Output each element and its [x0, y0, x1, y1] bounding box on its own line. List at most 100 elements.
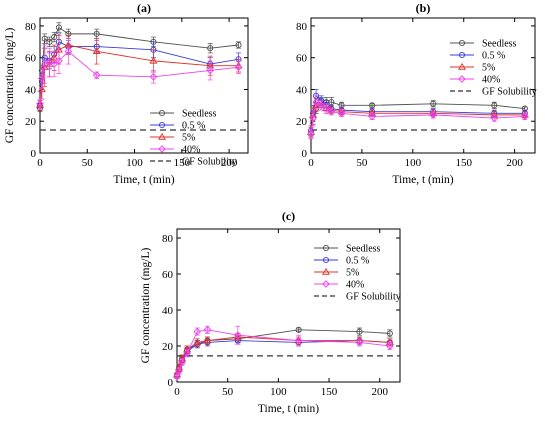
data-point [327, 107, 336, 116]
legend-label: GF Solubility [346, 292, 401, 303]
x-tick-label: 50 [356, 157, 368, 169]
x-tick-label: 50 [82, 157, 94, 169]
y-tick-label: 40 [296, 84, 308, 96]
data-point [356, 328, 363, 335]
series-line [39, 41, 239, 106]
legend-label: 40% [182, 145, 200, 156]
series-line [310, 104, 525, 133]
y-axis-title: GF concentration (mg/L) [140, 248, 152, 364]
data-point [36, 99, 44, 108]
data-point [235, 41, 242, 49]
data-point [491, 102, 498, 109]
data-point [51, 34, 58, 41]
data-point [55, 24, 62, 31]
data-point [41, 35, 48, 42]
legend-marker [322, 244, 330, 252]
y-tick-label: 20 [25, 116, 37, 128]
data-point [193, 338, 202, 346]
data-point [312, 98, 320, 107]
data-point [430, 100, 437, 107]
data-point [490, 114, 499, 122]
y-tick-label: 20 [162, 341, 174, 353]
legend-label: GF Solubility [482, 87, 537, 98]
legend-label: Seedless [182, 109, 217, 120]
x-tick-label: 50 [222, 386, 234, 398]
data-point [355, 338, 364, 347]
y-tick-label: 0 [168, 377, 174, 389]
series-line [176, 329, 390, 375]
legend-marker [158, 109, 166, 117]
legend-label: 0.5 % [346, 256, 369, 267]
legend-marker [158, 121, 166, 129]
series-line [39, 50, 239, 104]
data-point [386, 342, 394, 350]
data-point [206, 66, 215, 75]
y-tick-label: 60 [162, 269, 174, 281]
data-point [295, 326, 302, 333]
legend-marker [322, 256, 330, 264]
x-tick-label: 0 [174, 386, 180, 398]
data-point [175, 367, 183, 376]
data-point [50, 60, 59, 68]
plot-frame [39, 17, 249, 154]
legend-label: 0.5 % [482, 51, 505, 62]
x-tick-label: 150 [455, 157, 472, 169]
legend-label: 5% [346, 268, 359, 279]
legend-marker [158, 132, 166, 140]
x-tick-label: 100 [126, 157, 143, 169]
y-tick-label: 60 [25, 53, 37, 65]
series-3 [307, 95, 529, 140]
data-point [203, 336, 212, 344]
data-point [309, 114, 317, 122]
data-point [294, 336, 303, 345]
data-point [64, 47, 73, 56]
data-point [233, 331, 242, 340]
y-tick-label: 20 [296, 116, 308, 128]
y-tick-label: 60 [296, 53, 308, 65]
y-tick-label: 0 [302, 148, 308, 160]
chart-panel-3: (c) 0 50 100 150 200 0 20 40 60 80 Time, t (min) GF … [140, 209, 401, 415]
data-point [520, 112, 529, 121]
y-tick-label: 80 [296, 21, 308, 33]
data-point [429, 111, 438, 119]
y-tick-label: 80 [162, 233, 174, 245]
series-line [176, 336, 390, 375]
legend-label: 40% [482, 75, 500, 86]
legend-marker [458, 75, 466, 83]
panel-letter: (b) [416, 1, 431, 15]
data-point [92, 47, 101, 55]
data-point [337, 109, 346, 118]
y-axis-title: GF concentration (mg/L) [4, 28, 16, 144]
data-point [328, 99, 335, 106]
data-point [234, 63, 243, 72]
data-point [203, 325, 212, 334]
legend-marker [158, 145, 166, 153]
data-point [317, 101, 326, 110]
legend-marker [322, 280, 330, 288]
x-tick-label: 200 [506, 157, 523, 169]
plot-frame [176, 228, 401, 383]
data-point [369, 102, 376, 109]
data-point [149, 72, 158, 81]
data-point [93, 30, 100, 37]
x-axis-title: Time, t (min) [258, 403, 319, 415]
x-tick-label: 200 [371, 386, 388, 398]
legend-label: Seedless [482, 39, 517, 50]
data-point [183, 349, 191, 358]
x-tick-label: 150 [174, 157, 191, 169]
panel-letter: (c) [282, 209, 295, 223]
data-point [368, 112, 376, 121]
x-tick-label: 150 [321, 386, 338, 398]
legend-label: GF Solubility [182, 157, 237, 168]
data-point [207, 45, 214, 52]
x-tick-label: 100 [270, 386, 287, 398]
data-point [92, 71, 101, 80]
y-tick-label: 80 [25, 21, 37, 33]
plot-frame [310, 17, 536, 154]
x-axis-title: Time, t (min) [392, 174, 453, 186]
x-tick-label: 200 [221, 157, 238, 169]
